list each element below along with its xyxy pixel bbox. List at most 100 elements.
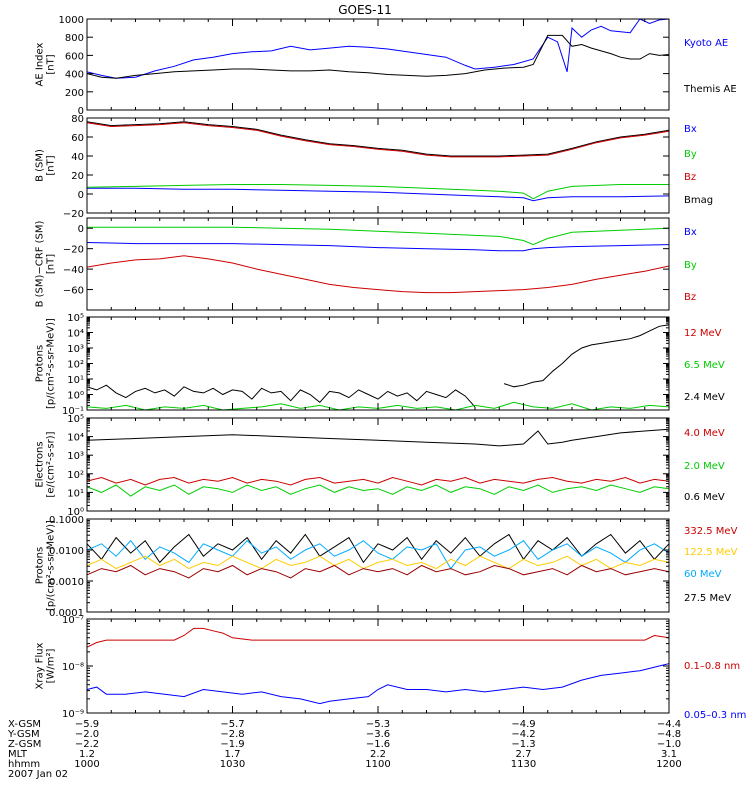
y-tick-label: 10⁵ bbox=[67, 414, 84, 425]
y-tick-label: 10³ bbox=[67, 451, 84, 462]
panel-frame bbox=[86, 618, 670, 714]
legend-entry: 2.4 MeV bbox=[684, 392, 725, 403]
series-line-hiprotons-1 bbox=[87, 539, 669, 570]
y-axis-label: [e/(cm²-s-sr)] bbox=[46, 431, 57, 497]
series-line-bres-0 bbox=[87, 226, 669, 246]
series-line-protons-0 bbox=[87, 384, 476, 408]
y-axis-label: AE Index bbox=[35, 42, 46, 86]
ephemeris-row-label: hhmm bbox=[8, 759, 40, 770]
y-tick-label: 10⁰ bbox=[67, 507, 84, 518]
y-tick-label: 80 bbox=[71, 114, 84, 125]
y-axis-label: Electrons bbox=[35, 441, 46, 487]
series-line-bres-1 bbox=[87, 242, 669, 252]
ephemeris-value: −5.9 bbox=[75, 719, 99, 730]
legend-entry: 12 MeV bbox=[684, 328, 722, 339]
y-tick-label: 10⁻¹ bbox=[62, 406, 84, 417]
panel-frame bbox=[86, 117, 670, 214]
y-tick-label: 10⁻⁷ bbox=[62, 615, 84, 626]
ephemeris-value: 2.2 bbox=[370, 749, 386, 760]
ephemeris-value: −2.2 bbox=[75, 739, 99, 750]
y-axis-label: B (SM) bbox=[35, 149, 46, 182]
y-tick-label: 600 bbox=[65, 51, 84, 62]
series-line-xray-1 bbox=[87, 663, 669, 705]
legend-entry: Bmag bbox=[684, 195, 713, 206]
y-tick-label: 10² bbox=[67, 360, 84, 371]
panel-bres: −60 −40 −20 0 B (SM)−CRF (SM) [nT] Bx By Bz bbox=[35, 217, 697, 311]
y-tick-label: −60 bbox=[63, 286, 84, 297]
panel-hiprotons: 0.0001 0.0010 0.0100 0.1000 Protons [p/(cm²-s… bbox=[35, 515, 738, 619]
series-line-electrons-1 bbox=[87, 476, 669, 486]
ephemeris-row-label: Z-GSM bbox=[8, 739, 41, 750]
y-tick-label: 0 bbox=[78, 190, 84, 201]
series-line-protons-1 bbox=[503, 324, 669, 388]
y-tick-label: −40 bbox=[63, 265, 84, 276]
ephemeris-value: 2.7 bbox=[516, 749, 532, 760]
legend-entry: Bz bbox=[684, 292, 696, 303]
ephemeris-value: −2.8 bbox=[220, 729, 244, 740]
panel-xray: 10⁻⁹ 10⁻⁸ 10⁻⁷ Xray Flux [W/m²] 0.1–0.8 nm 0.0… bbox=[35, 615, 747, 721]
ephemeris-value: −1.6 bbox=[366, 739, 390, 750]
series-line-b-1 bbox=[87, 184, 669, 200]
y-tick-label: −20 bbox=[63, 245, 84, 256]
series-line-b-0 bbox=[87, 187, 669, 202]
ephemeris-value: 1000 bbox=[74, 759, 99, 770]
ephemeris-date: 2007 Jan 02 bbox=[8, 769, 68, 780]
legend-entry: 6.5 MeV bbox=[684, 360, 725, 371]
series-line-hiprotons-2 bbox=[87, 555, 669, 570]
ephemeris-row-label: X-GSM bbox=[8, 719, 41, 730]
y-tick-label: 800 bbox=[65, 33, 84, 44]
ephemeris-value: −1.9 bbox=[220, 739, 244, 750]
y-axis-label: B (SM)−CRF (SM) bbox=[35, 220, 46, 307]
series-line-hiprotons-3 bbox=[87, 564, 669, 579]
y-tick-label: −20 bbox=[63, 209, 84, 220]
legend-entry: Kyoto AE bbox=[684, 38, 728, 49]
series-line-electrons-2 bbox=[87, 484, 669, 497]
ephemeris-value: 1100 bbox=[365, 759, 390, 770]
ephemeris-table: X-GSM −5.9 −5.7 −5.3 −4.9 −4.4 Y-GSM −2.0 −2.8 −3… bbox=[7, 719, 682, 780]
y-axis-label: Protons bbox=[35, 345, 46, 382]
y-tick-label: 200 bbox=[65, 88, 84, 99]
legend-entry: By bbox=[684, 149, 697, 160]
ephemeris-value: 1130 bbox=[511, 759, 536, 770]
legend-entry: Bz bbox=[684, 172, 696, 183]
y-axis-label: [p/(cm²-s-sr-MeV)] bbox=[46, 318, 57, 409]
series-line-b-2 bbox=[87, 121, 669, 157]
y-tick-label: 10¹ bbox=[67, 375, 84, 386]
series-line-xray-0 bbox=[87, 627, 669, 648]
series-line-ae-1 bbox=[87, 34, 669, 79]
y-tick-label: 10⁻⁸ bbox=[62, 662, 84, 673]
y-tick-label: 0 bbox=[78, 224, 84, 235]
y-tick-label: 0.1000 bbox=[49, 515, 84, 526]
legend-entry: Themis AE bbox=[683, 84, 737, 95]
legend-entry: 27.5 MeV bbox=[684, 593, 731, 604]
ephemeris-value: −4.8 bbox=[657, 729, 681, 740]
y-tick-label: 10³ bbox=[67, 344, 84, 355]
ephemeris-value: −5.7 bbox=[220, 719, 244, 730]
legend-entry: 2.0 MeV bbox=[684, 461, 725, 472]
panel-protons: 10⁻¹ 10⁰ 10¹ 10² 10³ 10⁴ 10⁵ Protons [p/(cm²-s-s… bbox=[35, 313, 725, 417]
y-tick-label: 1000 bbox=[59, 15, 84, 26]
y-tick-label: 10⁻⁹ bbox=[62, 709, 84, 720]
ephemeris-value: 3.1 bbox=[661, 749, 677, 760]
legend-entry: 332.5 MeV bbox=[684, 526, 738, 537]
legend-entry: 0.6 MeV bbox=[684, 492, 725, 503]
y-axis-label: [p/(cm²-s-sr-MeV)] bbox=[46, 520, 57, 611]
legend-entry: By bbox=[684, 260, 697, 271]
y-tick-label: 10⁵ bbox=[67, 313, 84, 324]
ephemeris-value: −1.0 bbox=[657, 739, 681, 750]
series-line-electrons-0 bbox=[87, 428, 669, 447]
panel-b: −20 0 20 40 60 80 B (SM) [nT] Bx By Bz Bmag bbox=[35, 114, 714, 220]
y-tick-label: 400 bbox=[65, 70, 84, 81]
legend-entry: 4.0 MeV bbox=[684, 428, 725, 439]
y-axis-label: [nT] bbox=[46, 54, 57, 74]
y-axis-label: Protons bbox=[35, 547, 46, 584]
legend-entry: Bx bbox=[684, 124, 697, 135]
series-line-ae-0 bbox=[87, 19, 669, 79]
y-tick-label: 10¹ bbox=[67, 488, 84, 499]
y-tick-label: 10⁴ bbox=[67, 329, 84, 340]
y-axis-label: [nT] bbox=[46, 155, 57, 175]
y-tick-label: 0.0100 bbox=[49, 546, 84, 557]
series-line-hiprotons-0 bbox=[87, 533, 669, 564]
